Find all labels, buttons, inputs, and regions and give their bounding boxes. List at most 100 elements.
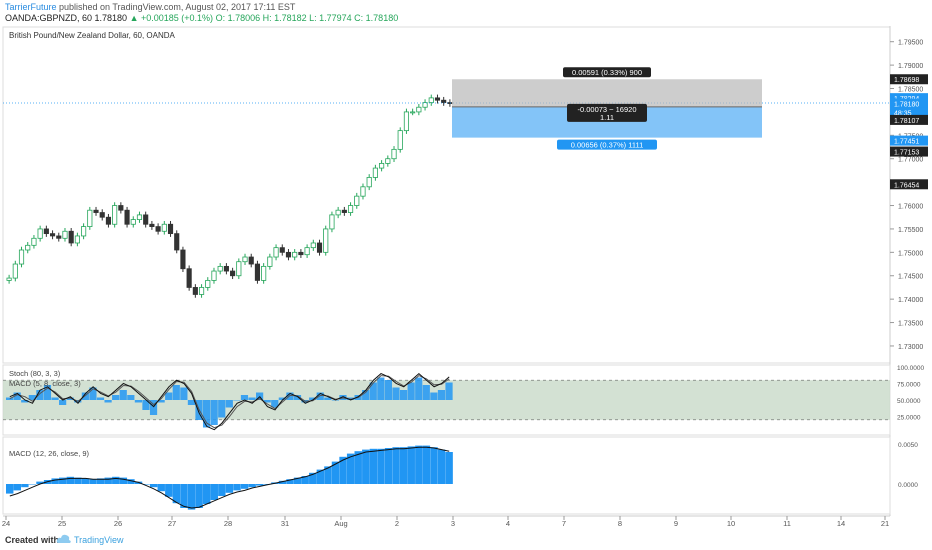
macd-bar xyxy=(51,478,59,484)
macd-bar xyxy=(445,452,453,484)
price-tag-label: 48:35 xyxy=(894,110,912,117)
candle xyxy=(87,209,93,227)
stoch-macd-bar xyxy=(59,400,67,405)
stoch-macd-bar xyxy=(96,397,105,400)
macd-bar xyxy=(165,484,173,497)
stoch-macd-bar xyxy=(278,397,286,400)
candle xyxy=(161,223,167,232)
center-label-box xyxy=(567,103,647,122)
macd-bar xyxy=(339,456,347,484)
stop-label: 0.00656 (0.37%) 1111 xyxy=(571,141,644,150)
candle xyxy=(372,167,378,178)
stoch-macd-bar xyxy=(218,400,226,418)
stoch-macd-bar xyxy=(271,400,279,408)
candle xyxy=(205,280,211,288)
macd-bar xyxy=(28,484,37,485)
macd-bar xyxy=(354,451,362,484)
time-tick-label: 14 xyxy=(837,519,845,528)
candle xyxy=(279,247,285,253)
candle xyxy=(74,235,80,244)
candle xyxy=(223,265,229,272)
candle xyxy=(174,233,180,251)
stoch-macd-bar xyxy=(445,382,453,400)
candle xyxy=(434,97,441,101)
price-tick-label: 1.76000 xyxy=(898,204,923,211)
target-label: 0.00591 (0.33%) 900 xyxy=(572,68,642,77)
stoch-macd-bar xyxy=(286,392,294,400)
candle xyxy=(130,219,136,225)
candle xyxy=(335,209,341,216)
stoch-macd-bar xyxy=(233,400,241,401)
macd-tick-label: 0.0000 xyxy=(898,482,918,489)
stoch-macd-bar xyxy=(240,395,249,400)
macd-bar xyxy=(119,477,128,484)
stoch-macd-bar xyxy=(13,392,21,400)
chart-title: British Pound/New Zealand Dollar, 60, OA… xyxy=(9,31,176,40)
macd-bar xyxy=(286,479,294,484)
time-tick-label: 27 xyxy=(168,519,176,528)
time-tick-label: Aug xyxy=(334,519,347,528)
candle xyxy=(441,99,447,103)
price-tag xyxy=(890,135,928,146)
candle xyxy=(385,158,391,164)
stoch-macd-bar xyxy=(21,400,29,403)
candle xyxy=(230,270,236,277)
candle xyxy=(366,177,372,188)
macd-bar xyxy=(13,484,22,491)
time-tick-label: 26 xyxy=(114,519,122,528)
price-tick-label: 1.73000 xyxy=(898,344,923,351)
center-label: -0.00073 ~ 16920 xyxy=(577,105,636,114)
macd-bar xyxy=(149,484,158,488)
target-label-box xyxy=(563,67,651,78)
stoch-macd-bar xyxy=(66,397,74,400)
stoch-macd-bar xyxy=(104,400,112,403)
price-tick-label: 1.79000 xyxy=(898,63,923,70)
stoch-macd-bar xyxy=(43,385,52,400)
stoch-macd-bar xyxy=(119,390,127,400)
stoch-macd-bar xyxy=(263,400,271,403)
stoch-macd-bar xyxy=(142,400,150,410)
price-tick-label: 1.77000 xyxy=(898,157,923,164)
macd-bar xyxy=(172,484,181,504)
candle xyxy=(422,102,428,108)
macd-signal-line xyxy=(9,446,450,509)
candle xyxy=(428,97,434,103)
stoch-macd-bar xyxy=(6,397,14,400)
stoch-label: Stoch (80, 3, 3) xyxy=(9,369,61,378)
candle xyxy=(143,214,149,225)
price-tag-label: 1.78180 xyxy=(894,101,919,108)
macd-bar xyxy=(278,480,287,484)
candle xyxy=(254,263,261,281)
tradingview-brand[interactable]: TradingView xyxy=(74,535,124,545)
candle xyxy=(192,287,198,295)
candle xyxy=(341,209,347,213)
candle xyxy=(298,251,304,256)
macd-bar xyxy=(66,476,75,484)
candle xyxy=(379,163,385,169)
stoch-macd-bar xyxy=(149,400,158,415)
candle xyxy=(186,268,192,288)
time-tick-label: 9 xyxy=(674,519,678,528)
stoch-macd-bar xyxy=(369,382,377,400)
macd-tick-label: 0.0050 xyxy=(898,442,918,449)
chart-area[interactable]: British Pound/New Zealand Dollar, 60, OA… xyxy=(0,26,932,530)
target-zone[interactable] xyxy=(452,79,762,107)
price-tag xyxy=(890,179,928,190)
candle xyxy=(236,261,242,277)
macd-bar xyxy=(180,484,188,508)
author-link[interactable]: TarrierFuture xyxy=(5,2,57,12)
candle xyxy=(49,233,56,237)
stoch-k-line xyxy=(9,372,450,431)
price-change: ▲ +0.00185 (+0.1%) xyxy=(129,13,214,23)
stoch-macd-bar xyxy=(225,400,233,408)
candle xyxy=(360,186,366,197)
candle xyxy=(316,242,323,253)
stoch-macd-bar xyxy=(165,392,173,400)
price-tick-label: 1.79500 xyxy=(898,40,923,47)
main-panel[interactable] xyxy=(2,26,891,364)
candle xyxy=(242,256,248,263)
macd-bar xyxy=(127,479,135,484)
candle xyxy=(329,214,335,230)
candle xyxy=(56,235,62,239)
price-tag-label: 1.76454 xyxy=(894,182,919,189)
